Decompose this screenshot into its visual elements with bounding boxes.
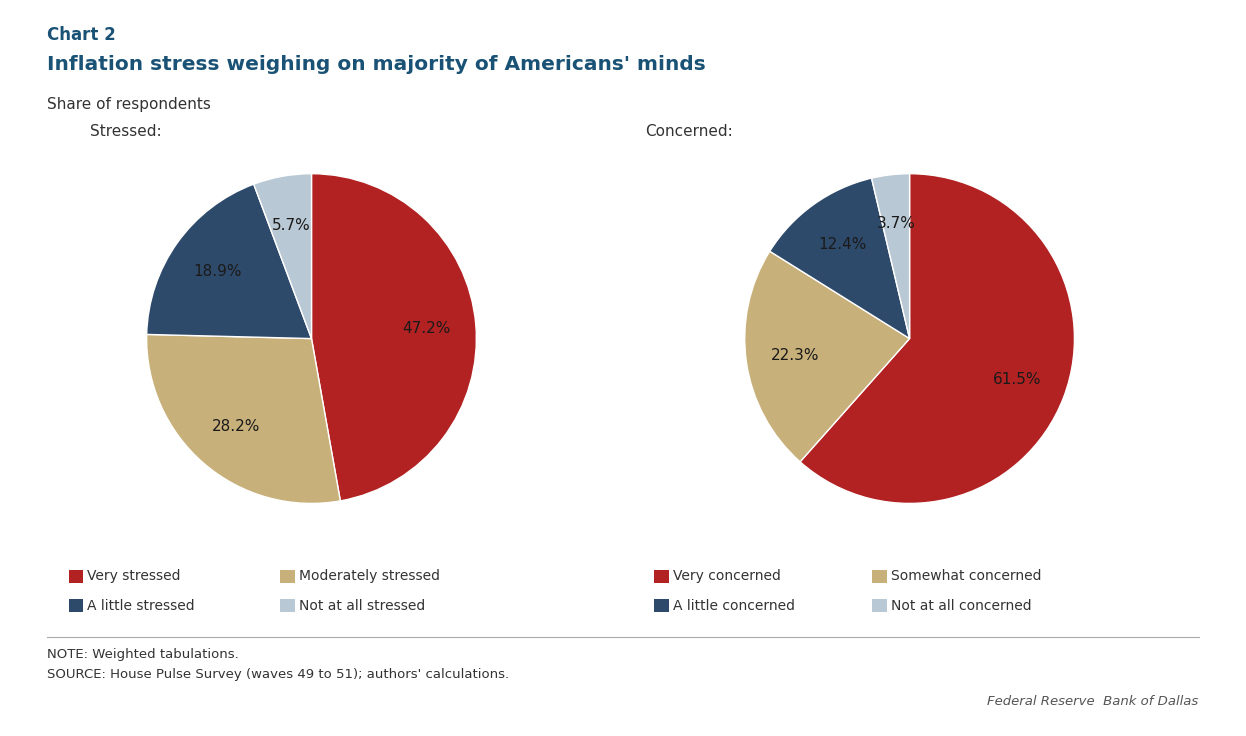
- Wedge shape: [147, 334, 340, 503]
- Text: NOTE: Weighted tabulations.
SOURCE: House Pulse Survey (waves 49 to 51); authors: NOTE: Weighted tabulations. SOURCE: Hous…: [47, 648, 510, 681]
- Text: Not at all concerned: Not at all concerned: [891, 599, 1032, 613]
- Text: 61.5%: 61.5%: [993, 372, 1042, 387]
- Wedge shape: [147, 184, 312, 339]
- Text: Chart 2: Chart 2: [47, 26, 116, 43]
- Text: Very concerned: Very concerned: [673, 570, 781, 584]
- Wedge shape: [312, 174, 476, 501]
- Wedge shape: [254, 174, 312, 339]
- Text: 5.7%: 5.7%: [272, 218, 310, 233]
- Text: 28.2%: 28.2%: [212, 419, 260, 434]
- Text: 12.4%: 12.4%: [819, 237, 866, 252]
- Wedge shape: [770, 178, 910, 339]
- Text: Moderately stressed: Moderately stressed: [299, 570, 440, 584]
- Wedge shape: [800, 174, 1074, 503]
- Text: Federal Reserve  Bank of Dallas: Federal Reserve Bank of Dallas: [987, 695, 1199, 708]
- Text: 18.9%: 18.9%: [193, 264, 242, 279]
- Text: 22.3%: 22.3%: [771, 347, 820, 363]
- Text: Somewhat concerned: Somewhat concerned: [891, 570, 1042, 584]
- Text: Inflation stress weighing on majority of Americans' minds: Inflation stress weighing on majority of…: [47, 55, 706, 74]
- Text: 47.2%: 47.2%: [402, 321, 451, 336]
- Text: 3.7%: 3.7%: [877, 216, 916, 231]
- Wedge shape: [745, 251, 910, 461]
- Text: Not at all stressed: Not at all stressed: [299, 599, 425, 613]
- Text: A little concerned: A little concerned: [673, 599, 795, 613]
- Text: Share of respondents: Share of respondents: [47, 97, 212, 112]
- Wedge shape: [871, 174, 910, 339]
- Text: Concerned:: Concerned:: [645, 124, 733, 138]
- Text: Stressed:: Stressed:: [90, 124, 161, 138]
- Text: A little stressed: A little stressed: [87, 599, 194, 613]
- Text: Very stressed: Very stressed: [87, 570, 181, 584]
